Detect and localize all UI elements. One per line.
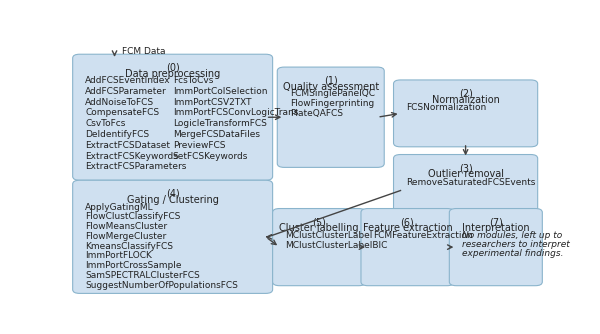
Text: ImmPortColSelection: ImmPortColSelection	[173, 87, 267, 96]
FancyBboxPatch shape	[361, 208, 454, 286]
Text: ExtractFCSKeywords: ExtractFCSKeywords	[85, 152, 178, 161]
Text: (5): (5)	[312, 217, 326, 227]
Text: Quality assessment: Quality assessment	[283, 82, 379, 92]
Text: FlowMergeCluster: FlowMergeCluster	[85, 232, 166, 241]
Text: (7): (7)	[489, 217, 503, 227]
Text: (4): (4)	[166, 189, 179, 199]
Text: ImmPortCSV2TXT: ImmPortCSV2TXT	[173, 98, 251, 107]
Text: DeIdentifyFCS: DeIdentifyFCS	[85, 130, 149, 139]
Text: SetFCSKeywords: SetFCSKeywords	[173, 152, 248, 161]
Text: Cluster labelling: Cluster labelling	[280, 223, 359, 233]
Text: Outlier removal: Outlier removal	[428, 169, 503, 179]
Text: Data preprocessing: Data preprocessing	[125, 69, 220, 79]
Text: AddFCSEventIndex: AddFCSEventIndex	[85, 76, 171, 85]
Text: ImmPortCrossSample: ImmPortCrossSample	[85, 261, 182, 270]
Text: PlateQAFCS: PlateQAFCS	[290, 109, 343, 118]
Text: Normalization: Normalization	[431, 95, 500, 105]
Text: experimental findings.: experimental findings.	[462, 249, 563, 259]
Text: ApplyGatingML: ApplyGatingML	[85, 203, 154, 212]
Text: CsvToFcs: CsvToFcs	[85, 119, 125, 128]
Text: No modules, left up to: No modules, left up to	[462, 231, 562, 240]
FancyBboxPatch shape	[449, 208, 542, 286]
Text: FCM Data: FCM Data	[121, 46, 165, 55]
Text: FCMFeatureExtraction: FCMFeatureExtraction	[374, 231, 473, 240]
Text: (0): (0)	[166, 63, 179, 73]
Text: AddNoiseToFCS: AddNoiseToFCS	[85, 98, 154, 107]
Text: FlowClustClassifyFCS: FlowClustClassifyFCS	[85, 212, 181, 221]
Text: MClustClusterLabel: MClustClusterLabel	[285, 231, 373, 240]
Text: ExtractFCSDataset: ExtractFCSDataset	[85, 141, 170, 150]
FancyBboxPatch shape	[73, 180, 272, 293]
Text: FlowMeansCluster: FlowMeansCluster	[85, 222, 167, 231]
Text: ExtractFCSParameters: ExtractFCSParameters	[85, 163, 187, 171]
FancyBboxPatch shape	[277, 67, 384, 167]
Text: Feature extraction: Feature extraction	[362, 223, 452, 233]
Text: (6): (6)	[401, 217, 415, 227]
Text: Interpretation: Interpretation	[462, 223, 530, 233]
Text: KmeansClassifyFCS: KmeansClassifyFCS	[85, 242, 173, 251]
Text: AddFCSParameter: AddFCSParameter	[85, 87, 167, 96]
FancyBboxPatch shape	[73, 54, 272, 180]
Text: RemoveSaturatedFCSEvents: RemoveSaturatedFCSEvents	[406, 178, 535, 187]
Text: FCMSinglePanelQC: FCMSinglePanelQC	[290, 90, 375, 99]
Text: researchers to interpret: researchers to interpret	[462, 240, 569, 249]
Text: MergeFCSDataFiles: MergeFCSDataFiles	[173, 130, 260, 139]
Text: ImmPortFLOCK: ImmPortFLOCK	[85, 252, 152, 261]
Text: SamSPECTRALClusterFCS: SamSPECTRALClusterFCS	[85, 271, 200, 280]
Text: (1): (1)	[324, 75, 338, 86]
Text: PreviewFCS: PreviewFCS	[173, 141, 225, 150]
Text: CompensateFCS: CompensateFCS	[85, 109, 160, 118]
Text: Gating / Clustering: Gating / Clustering	[127, 195, 218, 205]
Text: MClustClusterLabelBIC: MClustClusterLabelBIC	[285, 241, 388, 250]
Text: (2): (2)	[458, 89, 473, 99]
Text: (3): (3)	[459, 163, 472, 173]
Text: SuggestNumberOfPopulationsFCS: SuggestNumberOfPopulationsFCS	[85, 281, 238, 290]
FancyBboxPatch shape	[272, 208, 365, 286]
Text: FcsToCvs: FcsToCvs	[173, 76, 213, 85]
Text: FlowFingerprinting: FlowFingerprinting	[290, 99, 374, 108]
FancyBboxPatch shape	[394, 155, 538, 226]
Text: LogicleTransformFCS: LogicleTransformFCS	[173, 119, 266, 128]
Text: FCSNormalization: FCSNormalization	[406, 103, 487, 112]
Text: ImmPortFCSConvLogicTrans: ImmPortFCSConvLogicTrans	[173, 109, 298, 118]
FancyBboxPatch shape	[394, 80, 538, 147]
